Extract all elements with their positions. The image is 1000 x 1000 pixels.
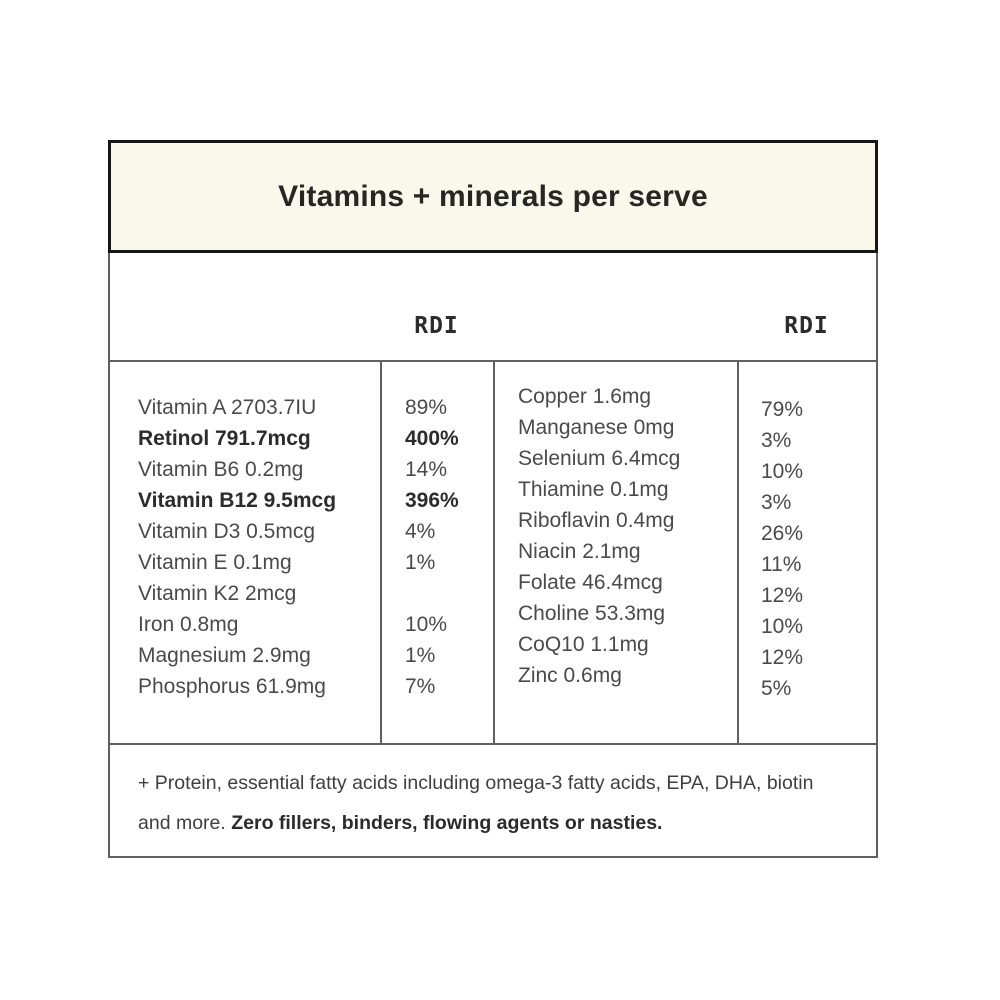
nutrient-name: CoQ10 1.1mg [518, 633, 649, 656]
rdi-value [405, 578, 493, 609]
footnote: + Protein, essential fatty acids includi… [110, 745, 876, 856]
nutrient-name: Vitamin D3 0.5mcg [138, 520, 316, 543]
nutrient-name: Vitamin B12 9.5mcg [138, 489, 337, 512]
nutrient-name: Magnesium 2.9mg [138, 644, 311, 667]
right-rdi-column: 79% 3% 10% 3% 26% 11% 12% 10% 12% 5% [737, 362, 876, 743]
nutrient-name: Niacin 2.1mg [518, 540, 641, 563]
rdi-value: 11% [761, 553, 802, 576]
rdi-value: 5% [761, 677, 792, 700]
rdi-value: 26% [761, 522, 804, 545]
nutrient-name: Riboflavin 0.4mg [518, 509, 675, 532]
rdi-value: 79% [761, 398, 804, 421]
rdi-value: 400% [405, 427, 459, 450]
rdi-column-header-right: RDI [784, 313, 829, 339]
nutrient-name: Iron 0.8mg [138, 613, 239, 636]
right-rdi-values: 79% 3% 10% 3% 26% 11% 12% 10% 12% 5% [739, 362, 876, 704]
nutrient-name: Zinc 0.6mg [518, 664, 622, 687]
left-nutrient-column: Vitamin A 2703.7IU Retinol 791.7mcg Vitami… [110, 362, 380, 743]
nutrient-name: Vitamin K2 2mcg [138, 582, 297, 605]
nutrient-name: Vitamin E 0.1mg [138, 551, 292, 574]
nutrient-name: Selenium 6.4mcg [518, 447, 681, 470]
panel-header: Vitamins + minerals per serve [108, 140, 878, 253]
rdi-value: 12% [761, 646, 804, 669]
rdi-value: 3% [761, 491, 792, 514]
nutrition-table: RDI RDI Vitamin A 2703.7IU Retinol 791.7m… [108, 253, 878, 858]
rdi-value: 4% [405, 520, 436, 543]
rdi-value: 12% [761, 584, 804, 607]
rdi-value: 396% [405, 489, 459, 512]
rdi-value: 10% [761, 460, 804, 483]
left-rdi-values: 89% 400% 14% 396% 4% 1% 10% 1% 7% [382, 362, 493, 702]
rdi-header-row: RDI RDI [110, 253, 876, 362]
left-nutrient-names: Vitamin A 2703.7IU Retinol 791.7mcg Vitami… [110, 362, 380, 702]
rdi-value: 7% [405, 675, 436, 698]
nutrient-name: Retinol 791.7mcg [138, 427, 311, 450]
footnote-bold-text: Zero fillers, binders, flowing agents or… [231, 812, 663, 834]
rdi-column-header-left: RDI [414, 313, 459, 339]
rdi-value: 14% [405, 458, 448, 481]
nutrient-name: Copper 1.6mg [518, 385, 652, 408]
rdi-value: 1% [405, 644, 436, 667]
right-nutrient-column: Copper 1.6mg Manganese 0mg Selenium 6.4mcg… [493, 362, 737, 743]
nutrient-name: Choline 53.3mg [518, 602, 666, 625]
nutrient-name: Vitamin A 2703.7IU [138, 396, 317, 419]
footnote-regular-text: + Protein, essential fatty acids includi… [138, 772, 814, 834]
panel-title: Vitamins + minerals per serve [278, 179, 708, 213]
nutrient-name: Thiamine 0.1mg [518, 478, 669, 501]
nutrient-name: Folate 46.4mcg [518, 571, 663, 594]
rdi-value: 10% [761, 615, 804, 638]
nutrient-name: Vitamin B6 0.2mg [138, 458, 304, 481]
rdi-value: 1% [405, 551, 436, 574]
vitamins-minerals-panel: Vitamins + minerals per serve RDI RDI Vi… [108, 140, 878, 858]
right-nutrient-names: Copper 1.6mg Manganese 0mg Selenium 6.4mcg… [495, 362, 737, 691]
nutrient-grid: Vitamin A 2703.7IU Retinol 791.7mcg Vitami… [110, 362, 876, 745]
rdi-value: 89% [405, 396, 448, 419]
rdi-value: 10% [405, 613, 448, 636]
nutrient-name: Phosphorus 61.9mg [138, 675, 326, 698]
left-rdi-column: 89% 400% 14% 396% 4% 1% 10% 1% 7% [380, 362, 493, 743]
rdi-value: 3% [761, 429, 792, 452]
nutrient-name: Manganese 0mg [518, 416, 675, 439]
